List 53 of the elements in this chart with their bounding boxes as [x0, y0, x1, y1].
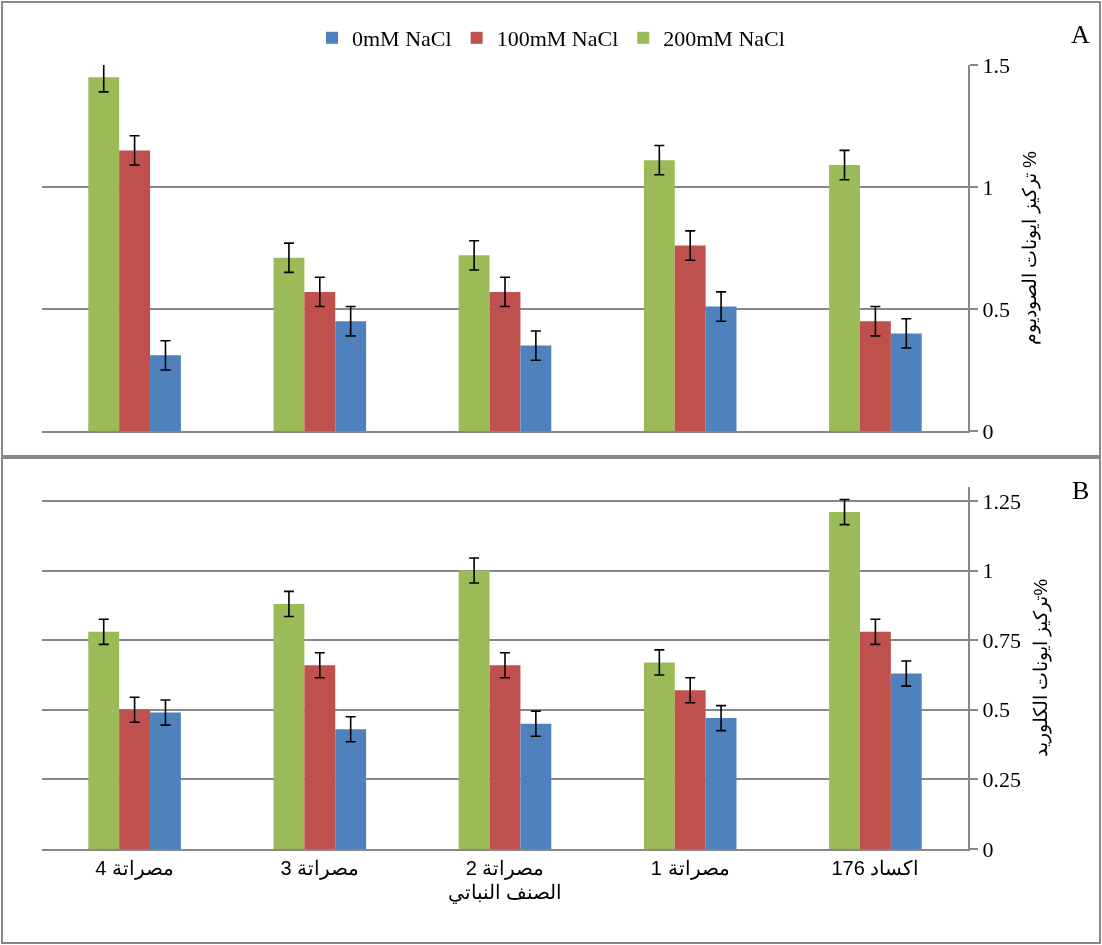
bar — [304, 291, 336, 431]
y-tick-label: 0 — [982, 836, 994, 862]
bar — [273, 257, 305, 431]
y-tick-label: 1 — [982, 174, 994, 200]
bar — [829, 165, 860, 431]
legend-label: 200mM NaCl — [663, 26, 785, 52]
bar — [304, 665, 336, 849]
bar — [643, 662, 675, 849]
bar — [674, 245, 706, 431]
bar — [489, 665, 521, 849]
bar — [520, 723, 552, 849]
y-axis-title: تركيز ايونات الكلوريد% — [1030, 578, 1053, 758]
bar — [489, 291, 521, 431]
bar — [859, 321, 891, 431]
bar — [88, 77, 120, 431]
y-tick-label: 0.75 — [982, 627, 1021, 653]
x-tick-label: مصراتة 3 — [280, 857, 360, 880]
legend-label: 0mM NaCl — [352, 26, 452, 52]
bar — [520, 345, 552, 431]
x-tick-label: مصراتة 1 — [650, 857, 730, 880]
bar — [335, 321, 367, 431]
bar — [890, 333, 922, 431]
y-tick-label: 0.5 — [982, 697, 1010, 723]
bar — [119, 709, 151, 849]
bar — [150, 712, 181, 849]
text: B — [1072, 476, 1090, 505]
y-tick-label: 1.5 — [982, 52, 1010, 78]
text: A — [1071, 20, 1090, 49]
y-tick-label: 1 — [982, 558, 994, 584]
bar — [335, 729, 367, 849]
y-tick-label: 0 — [982, 418, 994, 444]
x-tick-label: اكساد 176 — [831, 857, 920, 879]
bar — [273, 603, 305, 849]
y-tick-label: 1.25 — [982, 488, 1021, 514]
y-tick-label: 0.25 — [982, 767, 1021, 793]
bar — [859, 631, 891, 849]
bar — [705, 306, 737, 431]
bar — [458, 570, 490, 849]
legend-label: 100mM NaCl — [496, 26, 619, 52]
bar — [150, 355, 181, 431]
bar — [88, 631, 120, 849]
y-axis-title: تركيز ايونات الصوديوم % — [1019, 151, 1042, 345]
bar — [643, 160, 675, 431]
x-tick-label: مصراتة 4 — [95, 857, 174, 880]
bar — [829, 512, 860, 849]
bar — [705, 718, 737, 849]
bar — [674, 690, 706, 849]
bar — [458, 255, 490, 431]
x-axis-title: الصنف النباتي — [447, 881, 563, 904]
y-tick-label: 0.5 — [982, 296, 1010, 322]
x-tick-label: مصراتة 2 — [465, 857, 545, 880]
bar — [890, 673, 922, 849]
bar — [119, 150, 151, 431]
